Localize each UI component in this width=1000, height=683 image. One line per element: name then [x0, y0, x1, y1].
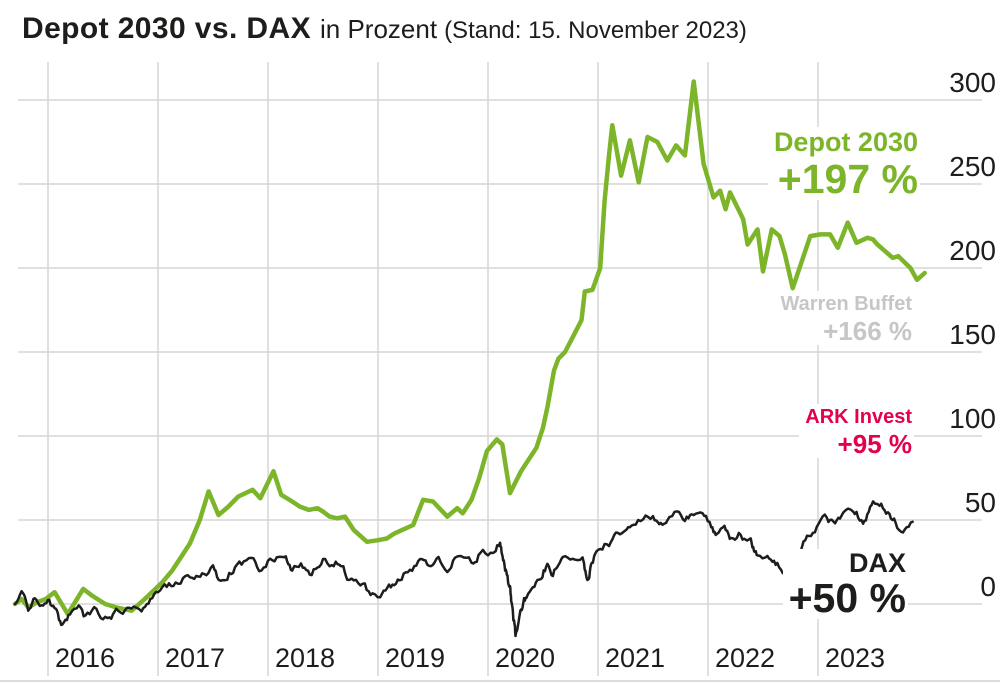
- x-axis-label-2019: 2019: [385, 643, 446, 673]
- annotation-depot-2030-value: +197 %: [777, 156, 918, 202]
- y-axis-label-100: 100: [949, 403, 996, 434]
- y-axis-label-150: 150: [949, 319, 996, 350]
- chart-title: Depot 2030 vs. DAX in Prozent (Stand: 15. …: [22, 12, 747, 46]
- y-axis-label-300: 300: [949, 67, 996, 98]
- x-axis-label-2018: 2018: [275, 643, 336, 673]
- annotation-warren-buffet-value: +166 %: [823, 316, 912, 346]
- chart-title-date-note: (Stand: 15. November 2023): [444, 17, 747, 44]
- x-axis-label-2020: 2020: [495, 643, 556, 673]
- y-axis-label-200: 200: [949, 235, 996, 266]
- x-axis-label-2021: 2021: [605, 643, 666, 673]
- annotation-warren-buffet-name: Warren Buffet: [780, 293, 912, 315]
- annotation-dax-name: DAX: [848, 548, 906, 578]
- x-axis-label-2016: 2016: [55, 643, 116, 673]
- chart-title-main: Depot 2030 vs. DAX: [22, 12, 311, 45]
- annotation-depot-2030-name: Depot 2030: [773, 127, 918, 157]
- dax-line: [13, 500, 914, 638]
- annotation-ark-invest-name: ARK Invest: [805, 406, 912, 428]
- depot-2030-line: [12, 79, 927, 617]
- annotation-ark-invest-value: +95 %: [837, 429, 912, 459]
- annotation-warren-buffet: Warren Buffet +166 %: [774, 291, 914, 346]
- annotation-dax-value: +50 %: [788, 575, 906, 621]
- chart-title-subtitle: in Prozent: [319, 14, 438, 44]
- y-axis-label-0: 0: [980, 571, 996, 602]
- annotation-ark-invest: ARK Invest +95 %: [799, 404, 914, 458]
- x-axis-label-2017: 2017: [165, 643, 226, 673]
- y-axis-label-250: 250: [949, 151, 996, 182]
- annotation-dax: DAX +50 %: [782, 548, 908, 621]
- y-axis-label-50: 50: [964, 487, 996, 518]
- x-axis-label-2022: 2022: [715, 643, 776, 673]
- annotation-depot-2030: Depot 2030 +197 %: [767, 127, 920, 202]
- x-axis-label-2023: 2023: [825, 643, 886, 673]
